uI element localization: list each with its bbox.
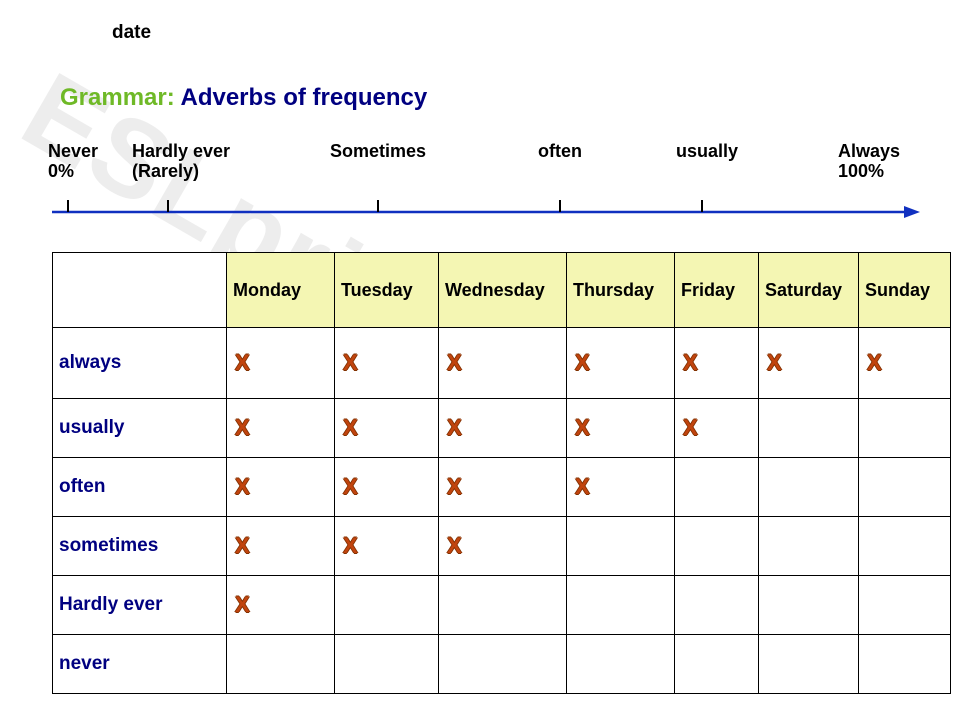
row-label: always (53, 328, 227, 399)
scale-label: Never0% (48, 142, 98, 182)
table-cell: X (227, 458, 335, 517)
row-label: sometimes (53, 517, 227, 576)
table-cell: X (227, 517, 335, 576)
x-mark-icon: X (575, 415, 590, 441)
table-header: Monday (227, 253, 335, 328)
table-cell (759, 635, 859, 694)
frequency-table: MondayTuesdayWednesdayThursdayFridaySatu… (52, 252, 951, 694)
table-cell: X (675, 399, 759, 458)
scale-label: usually (676, 142, 738, 162)
scale-arrow-icon (48, 198, 920, 228)
table-cell: X (759, 328, 859, 399)
x-mark-icon: X (343, 350, 358, 376)
table-row: usually X X X X X (53, 399, 951, 458)
table-cell: X (439, 399, 567, 458)
table-cell: X (567, 328, 675, 399)
table-cell (567, 517, 675, 576)
x-mark-icon: X (447, 533, 462, 559)
x-mark-icon: X (447, 415, 462, 441)
x-mark-icon: X (447, 474, 462, 500)
table-cell (567, 576, 675, 635)
table-cell: X (567, 458, 675, 517)
x-mark-icon: X (683, 350, 698, 376)
title-prefix: Grammar: (60, 84, 175, 111)
row-label: never (53, 635, 227, 694)
table-cell (335, 576, 439, 635)
row-label: often (53, 458, 227, 517)
table-row: always X X X X X X X (53, 328, 951, 399)
scale-label: Always100% (838, 142, 900, 182)
table-cell (439, 576, 567, 635)
table-header: Sunday (859, 253, 951, 328)
table-cell (675, 458, 759, 517)
table-header-blank (53, 253, 227, 328)
table-cell: X (675, 328, 759, 399)
scale-label: Hardly ever(Rarely) (132, 142, 230, 182)
x-mark-icon: X (235, 533, 250, 559)
table-row: sometimes X X X (53, 517, 951, 576)
table-cell (227, 635, 335, 694)
row-label: Hardly ever (53, 576, 227, 635)
x-mark-icon: X (867, 350, 882, 376)
table-cell (675, 635, 759, 694)
date-label: date (112, 22, 151, 44)
x-mark-icon: X (343, 474, 358, 500)
table-header: Friday (675, 253, 759, 328)
x-mark-icon: X (343, 533, 358, 559)
frequency-scale: Never0% Hardly ever(Rarely) Sometimes often… (48, 142, 928, 232)
table-cell: X (335, 328, 439, 399)
table-cell: X (227, 399, 335, 458)
page-root: ESLprintables.com date Grammar: Adverbs … (0, 0, 960, 720)
table-cell: X (227, 328, 335, 399)
table-cell (859, 576, 951, 635)
x-mark-icon: X (575, 350, 590, 376)
table-row: Hardly ever X (53, 576, 951, 635)
page-title: Grammar: Adverbs of frequency (60, 84, 427, 112)
table-cell (675, 576, 759, 635)
table-cell (759, 576, 859, 635)
table-cell (859, 635, 951, 694)
table-cell: X (335, 399, 439, 458)
table-header: Saturday (759, 253, 859, 328)
x-mark-icon: X (235, 350, 250, 376)
table-cell (675, 517, 759, 576)
table-cell: X (335, 517, 439, 576)
table-cell: X (439, 458, 567, 517)
table-cell (567, 635, 675, 694)
table-cell: X (227, 576, 335, 635)
scale-label: Sometimes (330, 142, 426, 162)
x-mark-icon: X (343, 415, 358, 441)
table-cell (759, 399, 859, 458)
table-header: Wednesday (439, 253, 567, 328)
x-mark-icon: X (767, 350, 782, 376)
row-label: usually (53, 399, 227, 458)
table-cell (335, 635, 439, 694)
table-row: often X X X X (53, 458, 951, 517)
x-mark-icon: X (235, 474, 250, 500)
table-cell (859, 399, 951, 458)
table-cell (759, 458, 859, 517)
scale-label: often (538, 142, 582, 162)
title-main: Adverbs of frequency (175, 84, 428, 111)
table-row: never (53, 635, 951, 694)
x-mark-icon: X (235, 415, 250, 441)
table-cell: X (859, 328, 951, 399)
table-cell (439, 635, 567, 694)
table-cell: X (439, 328, 567, 399)
table-header: Tuesday (335, 253, 439, 328)
x-mark-icon: X (575, 474, 590, 500)
table-cell (859, 517, 951, 576)
table-cell: X (439, 517, 567, 576)
table-cell (859, 458, 951, 517)
table-cell: X (335, 458, 439, 517)
x-mark-icon: X (235, 592, 250, 618)
x-mark-icon: X (683, 415, 698, 441)
table-cell (759, 517, 859, 576)
table-header: Thursday (567, 253, 675, 328)
x-mark-icon: X (447, 350, 462, 376)
table-cell: X (567, 399, 675, 458)
